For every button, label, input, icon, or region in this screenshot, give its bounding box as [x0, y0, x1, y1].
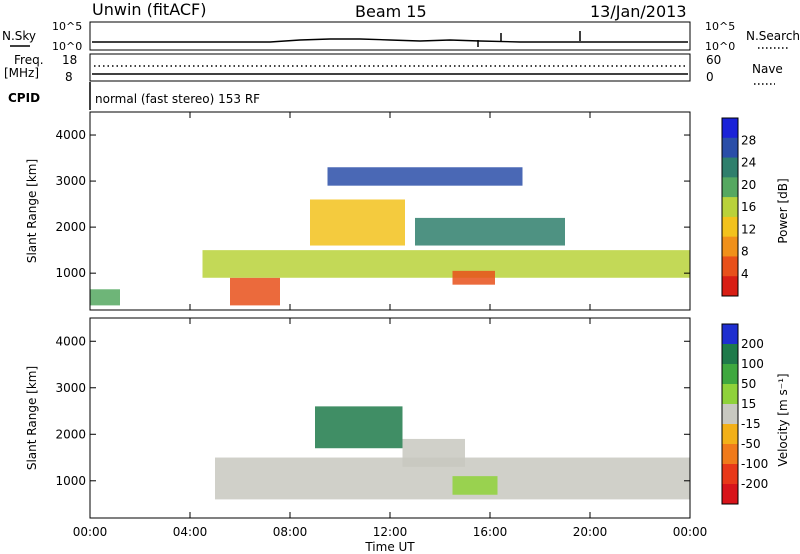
- power-colorbar-tick-6: 4: [741, 267, 749, 281]
- power-colorbar-swatch-3: [722, 177, 738, 198]
- date-title: 13/Jan/2013: [590, 2, 687, 21]
- power-echo-region-0: [90, 289, 120, 306]
- velocity-y-axis: 1000 2000 3000 4000: [55, 334, 690, 488]
- nsky-tick-bottom: 10^0: [52, 40, 82, 53]
- nave-tick-bottom: 0: [706, 70, 714, 84]
- power-y-label: Slant Range [km]: [25, 159, 39, 263]
- velocity-colorbar-swatch-8: [722, 484, 738, 505]
- power-colorbar-tick-1: 24: [741, 156, 756, 170]
- xtick-label-1: 04:00: [173, 525, 208, 539]
- power-ytick-label-3: 4000: [55, 128, 86, 142]
- xtick-label-5: 20:00: [573, 525, 608, 539]
- power-colorbar-swatch-5: [722, 216, 738, 238]
- velocity-colorbar-tick-1: 100: [741, 357, 764, 371]
- velocity-colorbar-swatch-6: [722, 444, 738, 465]
- xtick-label-3: 12:00: [373, 525, 408, 539]
- nsearch-tick-top: 10^5: [705, 20, 735, 33]
- velocity-ytick-label-1: 2000: [55, 427, 86, 441]
- beam-title: Beam 15: [355, 2, 427, 21]
- velocity-ytick-label-2: 3000: [55, 381, 86, 395]
- velocity-colorbar: 200 100 50 15 -15 -50 -100 -200: [721, 323, 768, 505]
- power-ytick-label-0: 1000: [55, 266, 86, 280]
- power-colorbar-swatch-2: [722, 157, 738, 178]
- velocity-colorbar-swatch-1: [722, 344, 738, 365]
- velocity-colorbar-swatch-3: [722, 384, 738, 405]
- velocity-colorbar-tick-6: -100: [741, 457, 768, 471]
- velocity-colorbar-tick-7: -200: [741, 477, 768, 491]
- velocity-colorbar-frame: [721, 323, 739, 505]
- nsearch-label: N.Search: [746, 29, 800, 43]
- power-ytick-label-1: 2000: [55, 220, 86, 234]
- velocity-colorbar-tick-3: 15: [741, 397, 756, 411]
- velocity-colorbar-swatch-2: [722, 364, 738, 385]
- velocity-colorbar-label: Velocity [m s⁻¹]: [776, 373, 790, 466]
- power-ytick-label-2: 3000: [55, 174, 86, 188]
- power-echo-region-5: [415, 217, 565, 246]
- velocity-colorbar-tick-4: -15: [741, 417, 761, 431]
- power-echo-region-1: [230, 277, 280, 306]
- power-y-axis: 1000 2000 3000 4000: [55, 128, 690, 280]
- velocity-echo-region-3: [402, 438, 465, 467]
- freq-label: Freq.: [14, 53, 44, 67]
- power-colorbar-swatch-8: [722, 276, 738, 297]
- xtick-label-2: 08:00: [273, 525, 308, 539]
- power-colorbar-swatch-6: [722, 236, 738, 257]
- xtick-label-4: 16:00: [473, 525, 508, 539]
- freq-unit: [MHz]: [4, 66, 39, 80]
- velocity-echo-region-1: [315, 406, 403, 449]
- velocity-colorbar-tick-0: 200: [741, 337, 764, 351]
- xtick-label-6: 00:00: [673, 525, 708, 539]
- cpid-value: normal (fast stereo) 153 RF: [95, 92, 260, 106]
- power-colorbar-swatch-4: [722, 197, 738, 218]
- power-echo-region-2: [202, 250, 690, 278]
- nsky-panel-frame: [89, 21, 691, 51]
- nsky-trace: [92, 38, 688, 43]
- nsky-label: N.Sky: [2, 29, 36, 43]
- power-colorbar-swatch-7: [722, 256, 738, 277]
- velocity-echo-layer: [215, 406, 690, 500]
- velocity-echo-region-2: [452, 476, 498, 495]
- freq-panel-frame: [89, 53, 691, 82]
- power-colorbar-tick-5: 8: [741, 245, 749, 259]
- power-colorbar-label: Power [dB]: [776, 178, 790, 243]
- velocity-colorbar-swatch-7: [722, 464, 738, 485]
- power-colorbar-tick-2: 20: [741, 178, 756, 192]
- nsky-tick-top: 10^5: [52, 20, 82, 33]
- velocity-colorbar-swatch-5: [722, 424, 738, 445]
- power-echo-region-4: [452, 270, 495, 285]
- velocity-ytick-label-0: 1000: [55, 474, 86, 488]
- power-colorbar-tick-0: 28: [741, 133, 756, 147]
- x-axis-label: Time UT: [364, 540, 415, 554]
- power-echo-region-3: [310, 199, 405, 246]
- xtick-label-0: 00:00: [73, 525, 108, 539]
- power-colorbar-swatch-0: [722, 118, 738, 139]
- power-colorbar-tick-3: 16: [741, 200, 756, 214]
- velocity-colorbar-swatch-4: [722, 404, 738, 425]
- nave-tick-top: 60: [706, 53, 721, 67]
- nave-label: Nave: [752, 62, 783, 76]
- power-colorbar-frame: [721, 117, 739, 297]
- cpid-label: CPID: [8, 91, 40, 105]
- power-colorbar-tick-4: 12: [741, 222, 756, 236]
- power-echo-region-6: [327, 167, 523, 186]
- freq-tick-bottom: 8: [65, 70, 73, 84]
- velocity-colorbar-swatch-0: [722, 324, 738, 345]
- freq-tick-top: 18: [62, 53, 77, 67]
- power-echo-layer: [90, 167, 690, 306]
- power-colorbar-swatch-1: [722, 137, 738, 159]
- station-title: Unwin (fitACF): [92, 0, 206, 19]
- velocity-colorbar-tick-5: -50: [741, 437, 761, 451]
- time-x-axis: 00:00 04:00 08:00 12:00 16:00 20:00 00:00: [73, 112, 708, 539]
- velocity-y-label: Slant Range [km]: [25, 366, 39, 470]
- velocity-ytick-label-3: 4000: [55, 334, 86, 348]
- nsearch-tick-bottom: 10^0: [705, 40, 735, 53]
- velocity-colorbar-tick-2: 50: [741, 377, 756, 391]
- power-colorbar: 28 24 20 16 12 8 4: [721, 117, 756, 297]
